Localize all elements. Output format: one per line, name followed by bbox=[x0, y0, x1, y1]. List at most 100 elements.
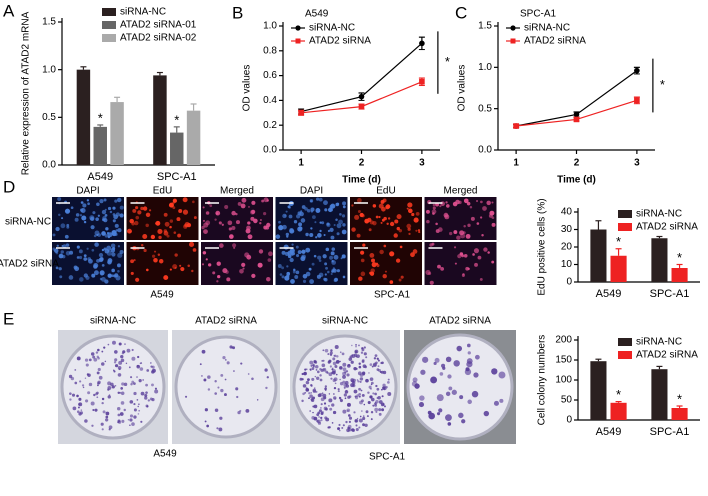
cell bbox=[163, 212, 168, 217]
y-tick-label: 1.5 bbox=[42, 17, 56, 28]
colony bbox=[348, 428, 352, 432]
image-column-label: ATAD2 siRNA bbox=[429, 316, 491, 327]
cell bbox=[341, 229, 347, 235]
colony bbox=[346, 363, 351, 368]
colony bbox=[87, 373, 91, 377]
colony bbox=[329, 351, 333, 355]
cell bbox=[146, 268, 149, 272]
cell bbox=[326, 222, 331, 228]
legend-marker bbox=[295, 25, 301, 31]
image-column-label: DAPI bbox=[300, 186, 323, 197]
cell bbox=[107, 273, 112, 278]
cell bbox=[371, 262, 377, 268]
colony bbox=[343, 386, 346, 389]
bar bbox=[93, 126, 107, 165]
colony bbox=[380, 361, 383, 365]
cell bbox=[178, 208, 183, 213]
point bbox=[358, 93, 365, 100]
colony bbox=[124, 343, 126, 345]
legend-label: siRNA-NC bbox=[636, 337, 682, 348]
x-tick-label: SPC-A1 bbox=[650, 288, 690, 300]
colony bbox=[133, 415, 137, 419]
significance: * bbox=[616, 234, 621, 249]
colony bbox=[422, 356, 429, 363]
chart-title: SPC-A1 bbox=[520, 9, 557, 20]
colony bbox=[329, 407, 333, 411]
cell bbox=[380, 221, 383, 224]
colony bbox=[324, 389, 327, 391]
colony bbox=[76, 356, 81, 361]
colony bbox=[347, 410, 349, 412]
cell bbox=[371, 258, 376, 263]
colony bbox=[116, 406, 121, 411]
x-tick-label: A549 bbox=[87, 171, 113, 183]
cell bbox=[432, 212, 435, 215]
colony bbox=[319, 368, 322, 371]
colony bbox=[107, 395, 111, 399]
colony bbox=[375, 384, 378, 388]
colony bbox=[136, 399, 139, 401]
colony bbox=[473, 372, 479, 378]
colony bbox=[310, 397, 314, 401]
colony bbox=[355, 355, 358, 358]
x-tick-label: 1 bbox=[513, 158, 519, 169]
colony bbox=[320, 416, 323, 420]
colony bbox=[145, 383, 148, 387]
colony bbox=[85, 399, 89, 403]
colony bbox=[140, 420, 143, 423]
colony bbox=[104, 360, 107, 363]
colony bbox=[224, 359, 227, 361]
colony bbox=[219, 416, 223, 420]
colony bbox=[370, 411, 374, 414]
panel-label: D bbox=[3, 177, 15, 196]
colony bbox=[325, 417, 330, 422]
cell bbox=[107, 259, 112, 265]
colony bbox=[310, 384, 313, 387]
colony bbox=[316, 413, 320, 417]
colony bbox=[381, 395, 384, 398]
cell bbox=[173, 231, 177, 234]
colony bbox=[322, 393, 327, 398]
colony bbox=[321, 363, 326, 368]
cell bbox=[351, 227, 356, 232]
x-tick-label: 1 bbox=[298, 158, 304, 169]
colony bbox=[113, 370, 116, 373]
colony bbox=[78, 412, 82, 416]
cell bbox=[261, 199, 265, 203]
significance: * bbox=[445, 54, 450, 69]
cell bbox=[311, 215, 316, 220]
colony bbox=[88, 382, 93, 387]
cell bbox=[89, 215, 95, 221]
colony bbox=[317, 393, 322, 398]
colony bbox=[448, 386, 453, 391]
colony bbox=[385, 385, 388, 389]
cell bbox=[257, 262, 263, 268]
colony bbox=[129, 418, 133, 422]
cell bbox=[205, 258, 208, 261]
colony bbox=[200, 374, 203, 377]
cell bbox=[56, 244, 59, 247]
cell bbox=[263, 211, 267, 216]
cell bbox=[112, 206, 116, 210]
cell bbox=[86, 199, 90, 202]
colony bbox=[311, 367, 315, 370]
y-tick-label: 0 bbox=[566, 277, 572, 288]
colony bbox=[498, 371, 506, 379]
point bbox=[573, 111, 580, 118]
cell bbox=[389, 251, 395, 257]
cell bbox=[360, 250, 365, 255]
cell bbox=[428, 271, 432, 275]
colony bbox=[304, 391, 307, 394]
colony bbox=[98, 375, 103, 380]
cell bbox=[245, 228, 251, 234]
bar bbox=[110, 102, 124, 165]
image-group-label: SPC-A1 bbox=[369, 452, 406, 463]
cell bbox=[379, 249, 384, 255]
colony bbox=[220, 373, 224, 377]
cell bbox=[78, 255, 83, 260]
colony bbox=[97, 356, 100, 360]
cell bbox=[315, 208, 321, 213]
colony bbox=[374, 392, 377, 396]
cell bbox=[453, 246, 457, 249]
cell bbox=[70, 206, 74, 210]
